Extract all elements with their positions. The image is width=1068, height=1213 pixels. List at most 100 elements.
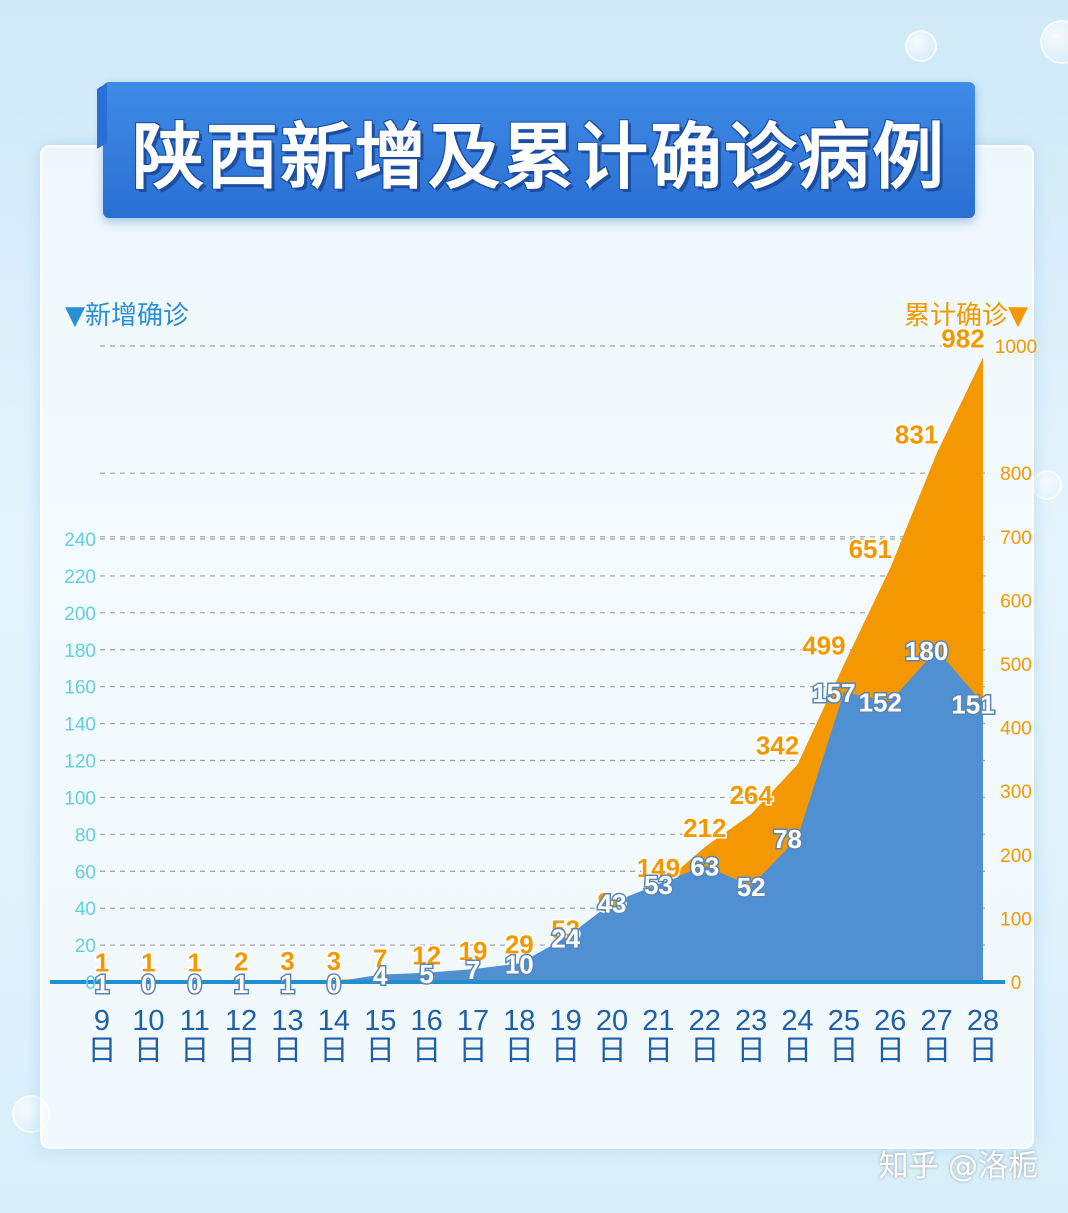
- x-axis-date-suffix: 日: [458, 1033, 487, 1067]
- left-axis-tick-label: 220: [64, 567, 96, 588]
- new-cases-data-label: 43: [598, 889, 627, 919]
- left-axis-tick-label: 180: [64, 641, 96, 662]
- right-axis-tick-label: 400: [1000, 719, 1032, 740]
- x-axis-date-suffix: 日: [134, 1033, 163, 1067]
- x-axis-date-suffix: 日: [598, 1033, 627, 1067]
- new-cases-data-label: 4: [373, 961, 388, 991]
- title-banner: 陕西新增及累计确诊病例: [103, 82, 975, 218]
- left-axis-tick-label: 20: [75, 936, 96, 957]
- x-axis-date-suffix: 日: [227, 1033, 256, 1067]
- new-cases-data-label: 0: [141, 969, 155, 999]
- cumulative-data-label: 651: [849, 534, 892, 564]
- new-cases-data-label: 180: [905, 636, 948, 666]
- new-cases-data-label: 0: [327, 969, 341, 999]
- right-axis-tick-label: 200: [1000, 846, 1032, 867]
- cumulative-data-label: 3: [327, 946, 341, 976]
- new-cases-data-label: 0: [188, 969, 202, 999]
- left-axis-tick-label: 240: [64, 530, 96, 551]
- cumulative-area: [102, 357, 983, 982]
- x-axis-date-number: 21: [642, 1005, 674, 1037]
- left-axis-title: ▼新增确诊: [65, 301, 189, 331]
- right-axis-tick-label: 500: [1000, 655, 1032, 676]
- new-cases-data-label: 152: [859, 687, 902, 717]
- left-axis-tick-label: 140: [64, 715, 96, 736]
- left-axis-tick-label: 200: [64, 604, 96, 625]
- right-axis-tick-label: 1000: [995, 337, 1037, 358]
- right-axis-tick-label: 0: [1011, 973, 1022, 994]
- cumulative-data-label: 2: [234, 947, 248, 977]
- x-axis-date-suffix: 日: [87, 1033, 116, 1067]
- new-cases-data-label: 53: [644, 870, 673, 900]
- new-cases-data-label: 52: [737, 872, 766, 902]
- new-cases-data-label: 24: [551, 924, 580, 954]
- left-axis-tick-label: 60: [75, 862, 96, 883]
- x-axis-date-number: 17: [457, 1005, 489, 1037]
- x-axis-date-number: 27: [920, 1005, 952, 1037]
- x-axis-date-suffix: 日: [273, 1033, 302, 1067]
- x-axis-date-number: 15: [364, 1005, 396, 1037]
- x-axis-date-number: 10: [132, 1005, 164, 1037]
- cumulative-data-label: 264: [729, 780, 773, 810]
- x-axis-date-number: 20: [596, 1005, 628, 1037]
- new-cases-data-label: 1: [95, 969, 109, 999]
- chart-title: 陕西新增及累计确诊病例: [131, 114, 946, 199]
- cumulative-data-label: 831: [895, 419, 938, 449]
- new-cases-data-label: 5: [419, 959, 433, 989]
- x-axis-date-number: 12: [225, 1005, 257, 1037]
- x-axis-date-suffix: 日: [644, 1033, 673, 1067]
- x-axis-date-number: 28: [967, 1005, 999, 1037]
- x-axis-date-suffix: 日: [922, 1033, 951, 1067]
- new-cases-data-label: 157: [812, 678, 855, 708]
- new-cases-data-label: 78: [773, 824, 802, 854]
- left-axis-tick-label: 40: [75, 899, 96, 920]
- x-axis-date-suffix: 日: [505, 1033, 534, 1067]
- cumulative-data-label: 499: [802, 631, 845, 661]
- x-axis-date-number: 22: [689, 1005, 721, 1037]
- x-axis-date-number: 24: [781, 1005, 813, 1037]
- x-axis-date-number: 25: [828, 1005, 860, 1037]
- decor-bubble: [905, 30, 937, 62]
- cumulative-data-label: 342: [756, 730, 799, 760]
- right-axis-tick-label: 100: [1000, 909, 1032, 930]
- right-axis-tick-label: 600: [1000, 591, 1032, 612]
- cumulative-data-label: 96: [598, 887, 627, 917]
- x-axis-date-suffix: 日: [180, 1033, 209, 1067]
- cumulative-data-label: 53: [551, 914, 580, 944]
- x-axis-date-number: 11: [180, 1005, 210, 1037]
- x-axis-date-suffix: 日: [551, 1033, 580, 1067]
- x-axis-date-number: 14: [318, 1005, 350, 1037]
- x-axis-date-suffix: 日: [876, 1033, 905, 1067]
- x-axis-date-suffix: 日: [829, 1033, 858, 1067]
- x-axis-date-suffix: 日: [968, 1033, 997, 1067]
- cumulative-data-label: 149: [637, 853, 680, 883]
- right-axis-tick-label: 800: [1000, 464, 1032, 485]
- right-axis-tick-label: 300: [1000, 782, 1032, 803]
- x-axis-date-number: 23: [735, 1005, 767, 1037]
- cumulative-data-label: 29: [505, 930, 534, 960]
- x-axis-date-number: 16: [410, 1005, 442, 1037]
- decor-bubble: [1040, 20, 1068, 64]
- cumulative-data-label: 12: [412, 940, 441, 970]
- cumulative-data-label: 1: [188, 947, 202, 977]
- x-axis-date-suffix: 日: [412, 1033, 441, 1067]
- new-cases-data-label: 1: [280, 969, 294, 999]
- cumulative-data-label: 1: [95, 947, 109, 977]
- watermark: 知乎 @洛栀: [878, 1149, 1038, 1184]
- x-axis-date-number: 13: [271, 1005, 303, 1037]
- cumulative-data-label: 19: [458, 936, 487, 966]
- new-cases-data-label: 10: [505, 950, 534, 980]
- x-axis-date-suffix: 日: [366, 1033, 395, 1067]
- left-axis-tick-label: 120: [64, 752, 96, 773]
- x-axis-date-number: 18: [503, 1005, 535, 1037]
- x-axis-date-suffix: 日: [690, 1033, 719, 1067]
- new-cases-area: [102, 649, 983, 982]
- cumulative-data-label: 982: [941, 323, 984, 353]
- cumulative-data-label: 1: [141, 947, 155, 977]
- decor-bubble: [1032, 470, 1062, 500]
- right-axis-title: 累计确诊▼: [904, 301, 1028, 331]
- new-cases-data-label: 151: [951, 689, 994, 719]
- cumulative-data-label: 7: [373, 944, 387, 974]
- x-axis-date-suffix: 日: [783, 1033, 812, 1067]
- right-axis-tick-label: 700: [1000, 528, 1032, 549]
